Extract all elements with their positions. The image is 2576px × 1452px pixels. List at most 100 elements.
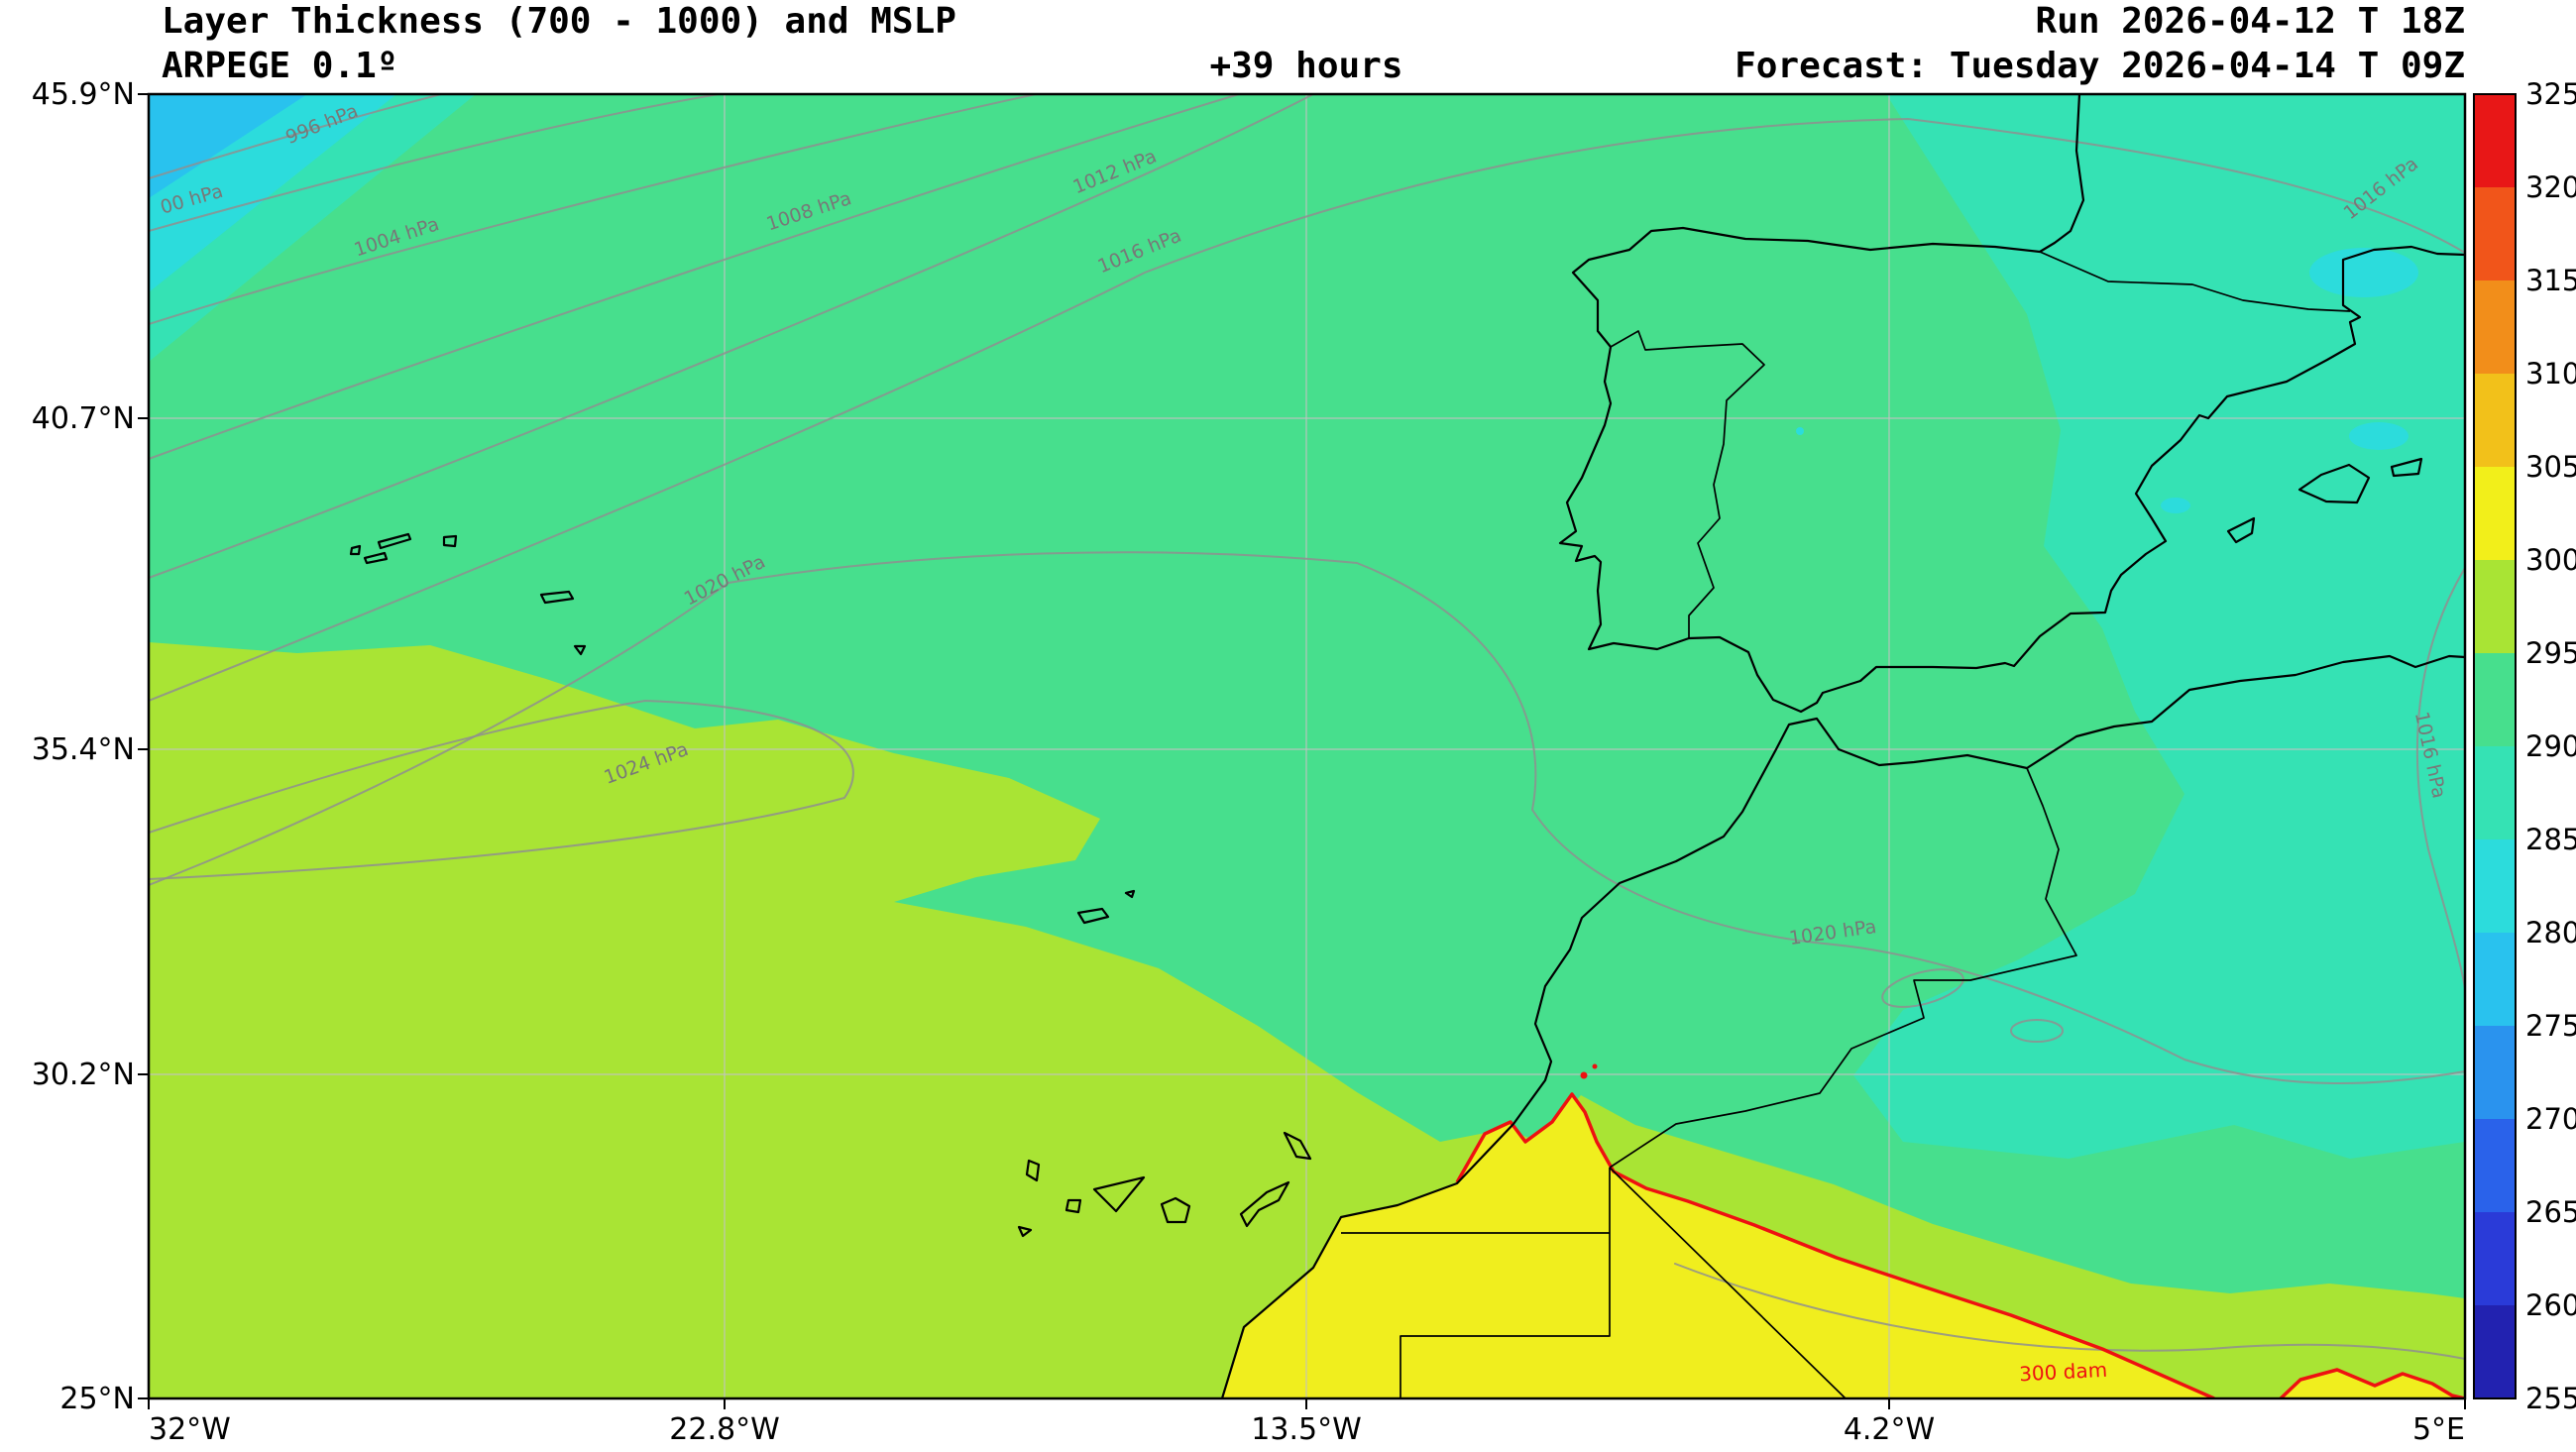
fill-band-280-285-patch (2161, 498, 2190, 513)
colorbar-tick: 270 (2525, 1102, 2576, 1136)
island-gran-canaria (1160, 1196, 1191, 1224)
lon-tick-label: 22.8°W (669, 1412, 779, 1447)
island-azores-santa-maria (573, 644, 587, 656)
colorbar-tick: 280 (2525, 916, 2576, 949)
colorbar-tick: 285 (2525, 823, 2576, 856)
colorbar: 325 320 315 310 305 300 295 290 285 280 … (2473, 77, 2576, 1415)
map-plot-area: 996 hPa 00 hPa 1004 hPa 1008 hPa 1012 hP… (149, 94, 2465, 1398)
thickness-300-line-east (2279, 1368, 2465, 1398)
colorbar-labels: 325 320 315 310 305 300 295 290 285 280 … (2525, 77, 2576, 1415)
colorbar-tick: 320 (2525, 170, 2576, 204)
colorbar-segment (2474, 1305, 2516, 1398)
fill-band-295-300-southwest (149, 642, 2465, 1398)
colorbar-tick: 295 (2525, 636, 2576, 670)
colorbar-segment (2474, 280, 2516, 374)
border-western-sahara (1400, 1168, 1611, 1398)
colorbar-segment (2474, 839, 2516, 933)
fill-band-280-285-patch (2349, 422, 2408, 450)
fill-band-275-280-corner (149, 94, 307, 198)
colorbar-segment (2474, 374, 2516, 467)
longitude-axis: 32°W 22.8°W 13.5°W 4.2°W 5°E (149, 1412, 2465, 1447)
graticule (149, 94, 2465, 1398)
colorbar-segment (2474, 653, 2516, 746)
isobar-minor-southeast (1674, 1263, 2465, 1360)
isobar-1024 (149, 700, 854, 880)
islands (349, 457, 2423, 1238)
lon-tick-label: 5°E (2412, 1412, 2465, 1447)
lead-time-label: +39 hours (1209, 46, 1402, 86)
colorbar-segment (2474, 1026, 2516, 1119)
colorbar-segment (2474, 467, 2516, 560)
isobar-1008 (149, 94, 1240, 460)
border-spain-france (2039, 251, 2351, 312)
colorbar-tick: 275 (2525, 1009, 2576, 1043)
isobar-1000 (149, 94, 720, 232)
colorbar-tick: 260 (2525, 1288, 2576, 1322)
isobar-1004 (149, 94, 1037, 325)
border-spain-portugal (1610, 330, 1765, 638)
thickness-300-dot (1592, 1063, 1598, 1069)
island-mallorca (2297, 463, 2371, 504)
axis-ticks (138, 93, 2466, 1409)
island-azores-sao-miguel (539, 590, 575, 605)
fill-speck (1796, 427, 1804, 435)
chart-title: Layer Thickness (700 - 1000) and MSLP (162, 1, 956, 42)
mslp-isobars (149, 94, 2465, 1360)
isobar-1012 (149, 94, 1314, 579)
colorbar-tick: 315 (2525, 264, 2576, 297)
colorbar-tick: 310 (2525, 357, 2576, 391)
lon-tick-label: 32°W (149, 1412, 231, 1447)
isobar-1016 (149, 118, 2465, 702)
island-porto-santo (1124, 889, 1136, 899)
island-menorca (2390, 457, 2423, 478)
island-el-hierro (1017, 1225, 1033, 1238)
model-label: ARPEGE 0.1º (162, 46, 397, 86)
fill-band-280-285-patch (2309, 248, 2418, 297)
fill-band-300-305-southeast (2281, 1370, 2465, 1398)
colorbar-outline (2473, 93, 2517, 1399)
run-label: Run 2026-04-12 T 18Z (2036, 1, 2465, 42)
lat-tick-label: 45.9°N (32, 77, 135, 112)
border-morocco-algeria (1609, 767, 2077, 1169)
colorbar-segment (2474, 746, 2516, 839)
island-azores-sao-jorge (377, 532, 412, 550)
border-algeria-diagonal (1609, 1167, 1847, 1398)
colorbar-segment (2474, 1212, 2516, 1305)
coastline-iberia-france (1558, 94, 2465, 714)
colorbar-segment (2474, 187, 2516, 280)
colorbar-tick: 300 (2525, 543, 2576, 577)
island-madeira (1076, 907, 1110, 925)
thickness-contour-label: 300 dam (2019, 1358, 2108, 1387)
island-azores-terceira (442, 534, 458, 548)
isobar-1020 (149, 551, 2465, 1084)
header: Layer Thickness (700 - 1000) and MSLP AR… (162, 1, 2465, 86)
isobar-996 (149, 94, 442, 179)
lon-tick-label: 4.2°W (1844, 1412, 1935, 1447)
island-tenerife (1092, 1175, 1146, 1213)
colorbar-segment (2474, 933, 2516, 1026)
island-fuerteventura (1239, 1180, 1290, 1228)
island-azores-pico (363, 551, 389, 565)
country-borders (1341, 251, 2351, 1398)
isobar-atlas-squiggle (1881, 968, 1964, 1008)
colorbar-tick: 265 (2525, 1195, 2576, 1229)
island-lanzarote (1283, 1131, 1312, 1161)
latitude-axis: 45.9°N 40.7°N 35.4°N 30.2°N 25°N (32, 77, 135, 1416)
island-la-gomera (1064, 1198, 1082, 1214)
colorbar-tick: 290 (2525, 729, 2576, 763)
valid-time-label: Forecast: Tuesday 2026-04-14 T 09Z (1735, 46, 2465, 86)
island-ibiza (2226, 516, 2256, 544)
lat-tick-label: 40.7°N (32, 401, 135, 436)
fill-band-285-290-northeast (1853, 94, 2465, 1159)
lat-tick-label: 30.2°N (32, 1058, 135, 1092)
isobar-1016-east (2415, 567, 2465, 989)
lat-tick-label: 25°N (59, 1382, 135, 1416)
thickness-300-dot (1580, 1071, 1588, 1079)
isobar-atlas-squiggle (2010, 1019, 2064, 1043)
lon-tick-label: 13.5°W (1251, 1412, 1361, 1447)
coastlines (1220, 94, 2465, 1398)
colorbar-tick: 255 (2525, 1382, 2576, 1415)
lat-tick-label: 35.4°N (32, 732, 135, 767)
coastline-north-africa (1220, 654, 2465, 1398)
